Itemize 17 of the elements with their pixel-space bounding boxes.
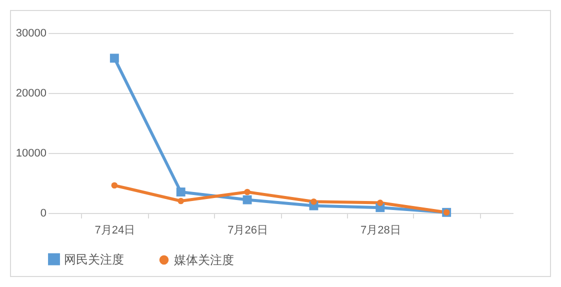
x-tick-label: 7月28日	[360, 224, 401, 236]
y-tick-label: 0	[40, 208, 46, 220]
y-tick-label: 30000	[16, 28, 46, 40]
y-tick-label: 10000	[16, 148, 46, 160]
legend-label: 媒体关注度	[174, 252, 234, 267]
point	[242, 195, 252, 204]
x-tick-label: 7月24日	[94, 224, 136, 236]
legend-label: 网民关注度	[64, 252, 124, 266]
y-tick-label: 20000	[16, 88, 46, 100]
point	[376, 200, 384, 206]
point	[244, 188, 250, 196]
point	[178, 198, 184, 204]
x-tick-label: 7月26日	[228, 224, 268, 236]
point	[111, 182, 118, 189]
point	[310, 198, 317, 205]
point	[176, 188, 186, 196]
point	[110, 54, 119, 63]
